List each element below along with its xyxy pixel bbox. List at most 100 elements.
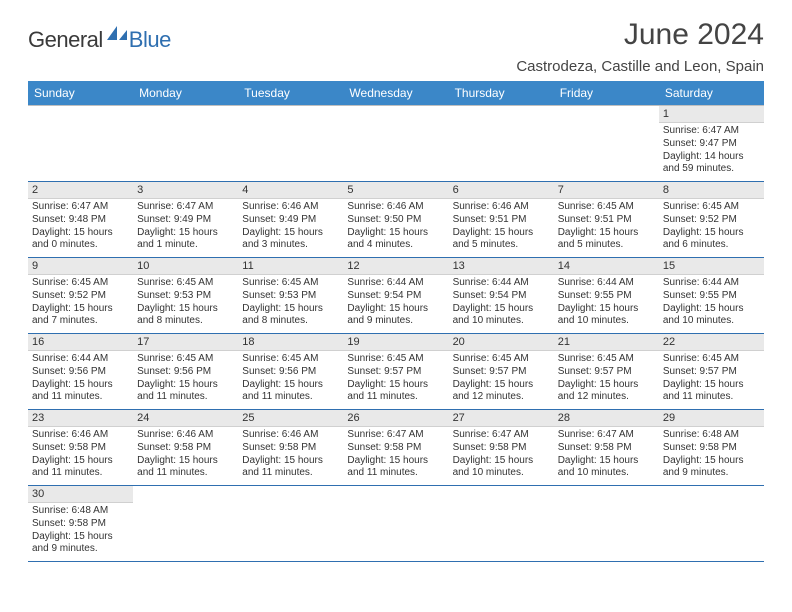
daylight-line-1: Daylight: 15 hours [137,227,234,240]
calendar-cell [343,106,448,182]
day-body: Sunrise: 6:45 AMSunset: 9:52 PMDaylight:… [28,275,133,330]
day-number: 24 [133,410,238,427]
daylight-line-1: Daylight: 15 hours [347,227,444,240]
sunrise-line: Sunrise: 6:47 AM [453,429,550,442]
sunset-line: Sunset: 9:48 PM [32,214,129,227]
sunrise-line: Sunrise: 6:45 AM [242,277,339,290]
daylight-line-1: Daylight: 15 hours [32,455,129,468]
calendar-cell: 19Sunrise: 6:45 AMSunset: 9:57 PMDayligh… [343,334,448,410]
sunset-line: Sunset: 9:55 PM [558,290,655,303]
calendar-cell: 4Sunrise: 6:46 AMSunset: 9:49 PMDaylight… [238,182,343,258]
calendar-body: 1Sunrise: 6:47 AMSunset: 9:47 PMDaylight… [28,106,764,562]
sunset-line: Sunset: 9:58 PM [137,442,234,455]
calendar-page: General Blue June 2024 Castrodeza, Casti… [0,0,792,572]
sunrise-line: Sunrise: 6:45 AM [558,201,655,214]
title-block: June 2024 Castrodeza, Castille and Leon,… [516,18,764,75]
daylight-line-2: and 10 minutes. [453,315,550,328]
sunset-line: Sunset: 9:58 PM [347,442,444,455]
day-body: Sunrise: 6:47 AMSunset: 9:48 PMDaylight:… [28,199,133,254]
sunrise-line: Sunrise: 6:45 AM [32,277,129,290]
daylight-line-1: Daylight: 15 hours [453,303,550,316]
day-header-row: Sunday Monday Tuesday Wednesday Thursday… [28,81,764,106]
day-body: Sunrise: 6:46 AMSunset: 9:50 PMDaylight:… [343,199,448,254]
daylight-line-1: Daylight: 15 hours [347,379,444,392]
calendar-cell: 11Sunrise: 6:45 AMSunset: 9:53 PMDayligh… [238,258,343,334]
daylight-line-1: Daylight: 15 hours [137,303,234,316]
calendar-cell: 22Sunrise: 6:45 AMSunset: 9:57 PMDayligh… [659,334,764,410]
daylight-line-1: Daylight: 15 hours [137,455,234,468]
day-body: Sunrise: 6:45 AMSunset: 9:57 PMDaylight:… [659,351,764,406]
sunset-line: Sunset: 9:58 PM [453,442,550,455]
calendar-cell [133,106,238,182]
day-body: Sunrise: 6:47 AMSunset: 9:58 PMDaylight:… [343,427,448,482]
sunset-line: Sunset: 9:54 PM [453,290,550,303]
day-number: 28 [554,410,659,427]
day-body: Sunrise: 6:45 AMSunset: 9:57 PMDaylight:… [554,351,659,406]
sunset-line: Sunset: 9:49 PM [242,214,339,227]
day-number: 30 [28,486,133,503]
day-header: Tuesday [238,81,343,106]
daylight-line-2: and 5 minutes. [558,239,655,252]
day-number: 7 [554,182,659,199]
calendar-cell: 28Sunrise: 6:47 AMSunset: 9:58 PMDayligh… [554,410,659,486]
calendar-cell [659,486,764,562]
daylight-line-2: and 10 minutes. [663,315,760,328]
calendar-week: 30Sunrise: 6:48 AMSunset: 9:58 PMDayligh… [28,486,764,562]
day-body: Sunrise: 6:44 AMSunset: 9:55 PMDaylight:… [554,275,659,330]
sunrise-line: Sunrise: 6:45 AM [242,353,339,366]
sunrise-line: Sunrise: 6:47 AM [32,201,129,214]
daylight-line-1: Daylight: 15 hours [242,455,339,468]
calendar-cell: 10Sunrise: 6:45 AMSunset: 9:53 PMDayligh… [133,258,238,334]
sunset-line: Sunset: 9:58 PM [242,442,339,455]
day-number: 25 [238,410,343,427]
daylight-line-2: and 10 minutes. [453,467,550,480]
calendar-cell: 12Sunrise: 6:44 AMSunset: 9:54 PMDayligh… [343,258,448,334]
calendar-week: 23Sunrise: 6:46 AMSunset: 9:58 PMDayligh… [28,410,764,486]
day-number: 15 [659,258,764,275]
sunset-line: Sunset: 9:55 PM [663,290,760,303]
daylight-line-2: and 11 minutes. [242,391,339,404]
day-body: Sunrise: 6:48 AMSunset: 9:58 PMDaylight:… [28,503,133,558]
calendar-cell [554,486,659,562]
brand-logo: General Blue [28,24,171,55]
calendar-cell [238,106,343,182]
sunset-line: Sunset: 9:57 PM [663,366,760,379]
day-body: Sunrise: 6:46 AMSunset: 9:49 PMDaylight:… [238,199,343,254]
sunrise-line: Sunrise: 6:46 AM [453,201,550,214]
calendar-cell: 18Sunrise: 6:45 AMSunset: 9:56 PMDayligh… [238,334,343,410]
day-number: 23 [28,410,133,427]
sunrise-line: Sunrise: 6:45 AM [663,201,760,214]
daylight-line-2: and 11 minutes. [137,391,234,404]
day-body: Sunrise: 6:47 AMSunset: 9:58 PMDaylight:… [554,427,659,482]
daylight-line-1: Daylight: 15 hours [558,227,655,240]
sunset-line: Sunset: 9:58 PM [32,518,129,531]
sunrise-line: Sunrise: 6:46 AM [347,201,444,214]
calendar-cell: 6Sunrise: 6:46 AMSunset: 9:51 PMDaylight… [449,182,554,258]
daylight-line-1: Daylight: 15 hours [558,303,655,316]
sunset-line: Sunset: 9:56 PM [137,366,234,379]
daylight-line-2: and 6 minutes. [663,239,760,252]
day-body: Sunrise: 6:45 AMSunset: 9:56 PMDaylight:… [133,351,238,406]
day-number: 9 [28,258,133,275]
daylight-line-2: and 0 minutes. [32,239,129,252]
calendar-week: 16Sunrise: 6:44 AMSunset: 9:56 PMDayligh… [28,334,764,410]
sunset-line: Sunset: 9:57 PM [347,366,444,379]
calendar-cell: 8Sunrise: 6:45 AMSunset: 9:52 PMDaylight… [659,182,764,258]
sunrise-line: Sunrise: 6:46 AM [137,429,234,442]
daylight-line-1: Daylight: 15 hours [663,227,760,240]
daylight-line-1: Daylight: 15 hours [32,531,129,544]
day-number: 1 [659,106,764,123]
daylight-line-1: Daylight: 15 hours [663,455,760,468]
day-number: 2 [28,182,133,199]
calendar-cell: 29Sunrise: 6:48 AMSunset: 9:58 PMDayligh… [659,410,764,486]
calendar-week: 1Sunrise: 6:47 AMSunset: 9:47 PMDaylight… [28,106,764,182]
daylight-line-2: and 7 minutes. [32,315,129,328]
calendar-cell: 24 Sunrise: 6:46 AMSunset: 9:58 PMDayligh… [133,410,238,486]
day-body: Sunrise: 6:46 AMSunset: 9:58 PMDaylight:… [238,427,343,482]
sunrise-line: Sunrise: 6:46 AM [242,201,339,214]
calendar-week: 2Sunrise: 6:47 AMSunset: 9:48 PMDaylight… [28,182,764,258]
calendar-cell: 3Sunrise: 6:47 AMSunset: 9:49 PMDaylight… [133,182,238,258]
daylight-line-2: and 1 minute. [137,239,234,252]
sunset-line: Sunset: 9:53 PM [137,290,234,303]
day-body: Sunrise: 6:44 AMSunset: 9:54 PMDaylight:… [343,275,448,330]
